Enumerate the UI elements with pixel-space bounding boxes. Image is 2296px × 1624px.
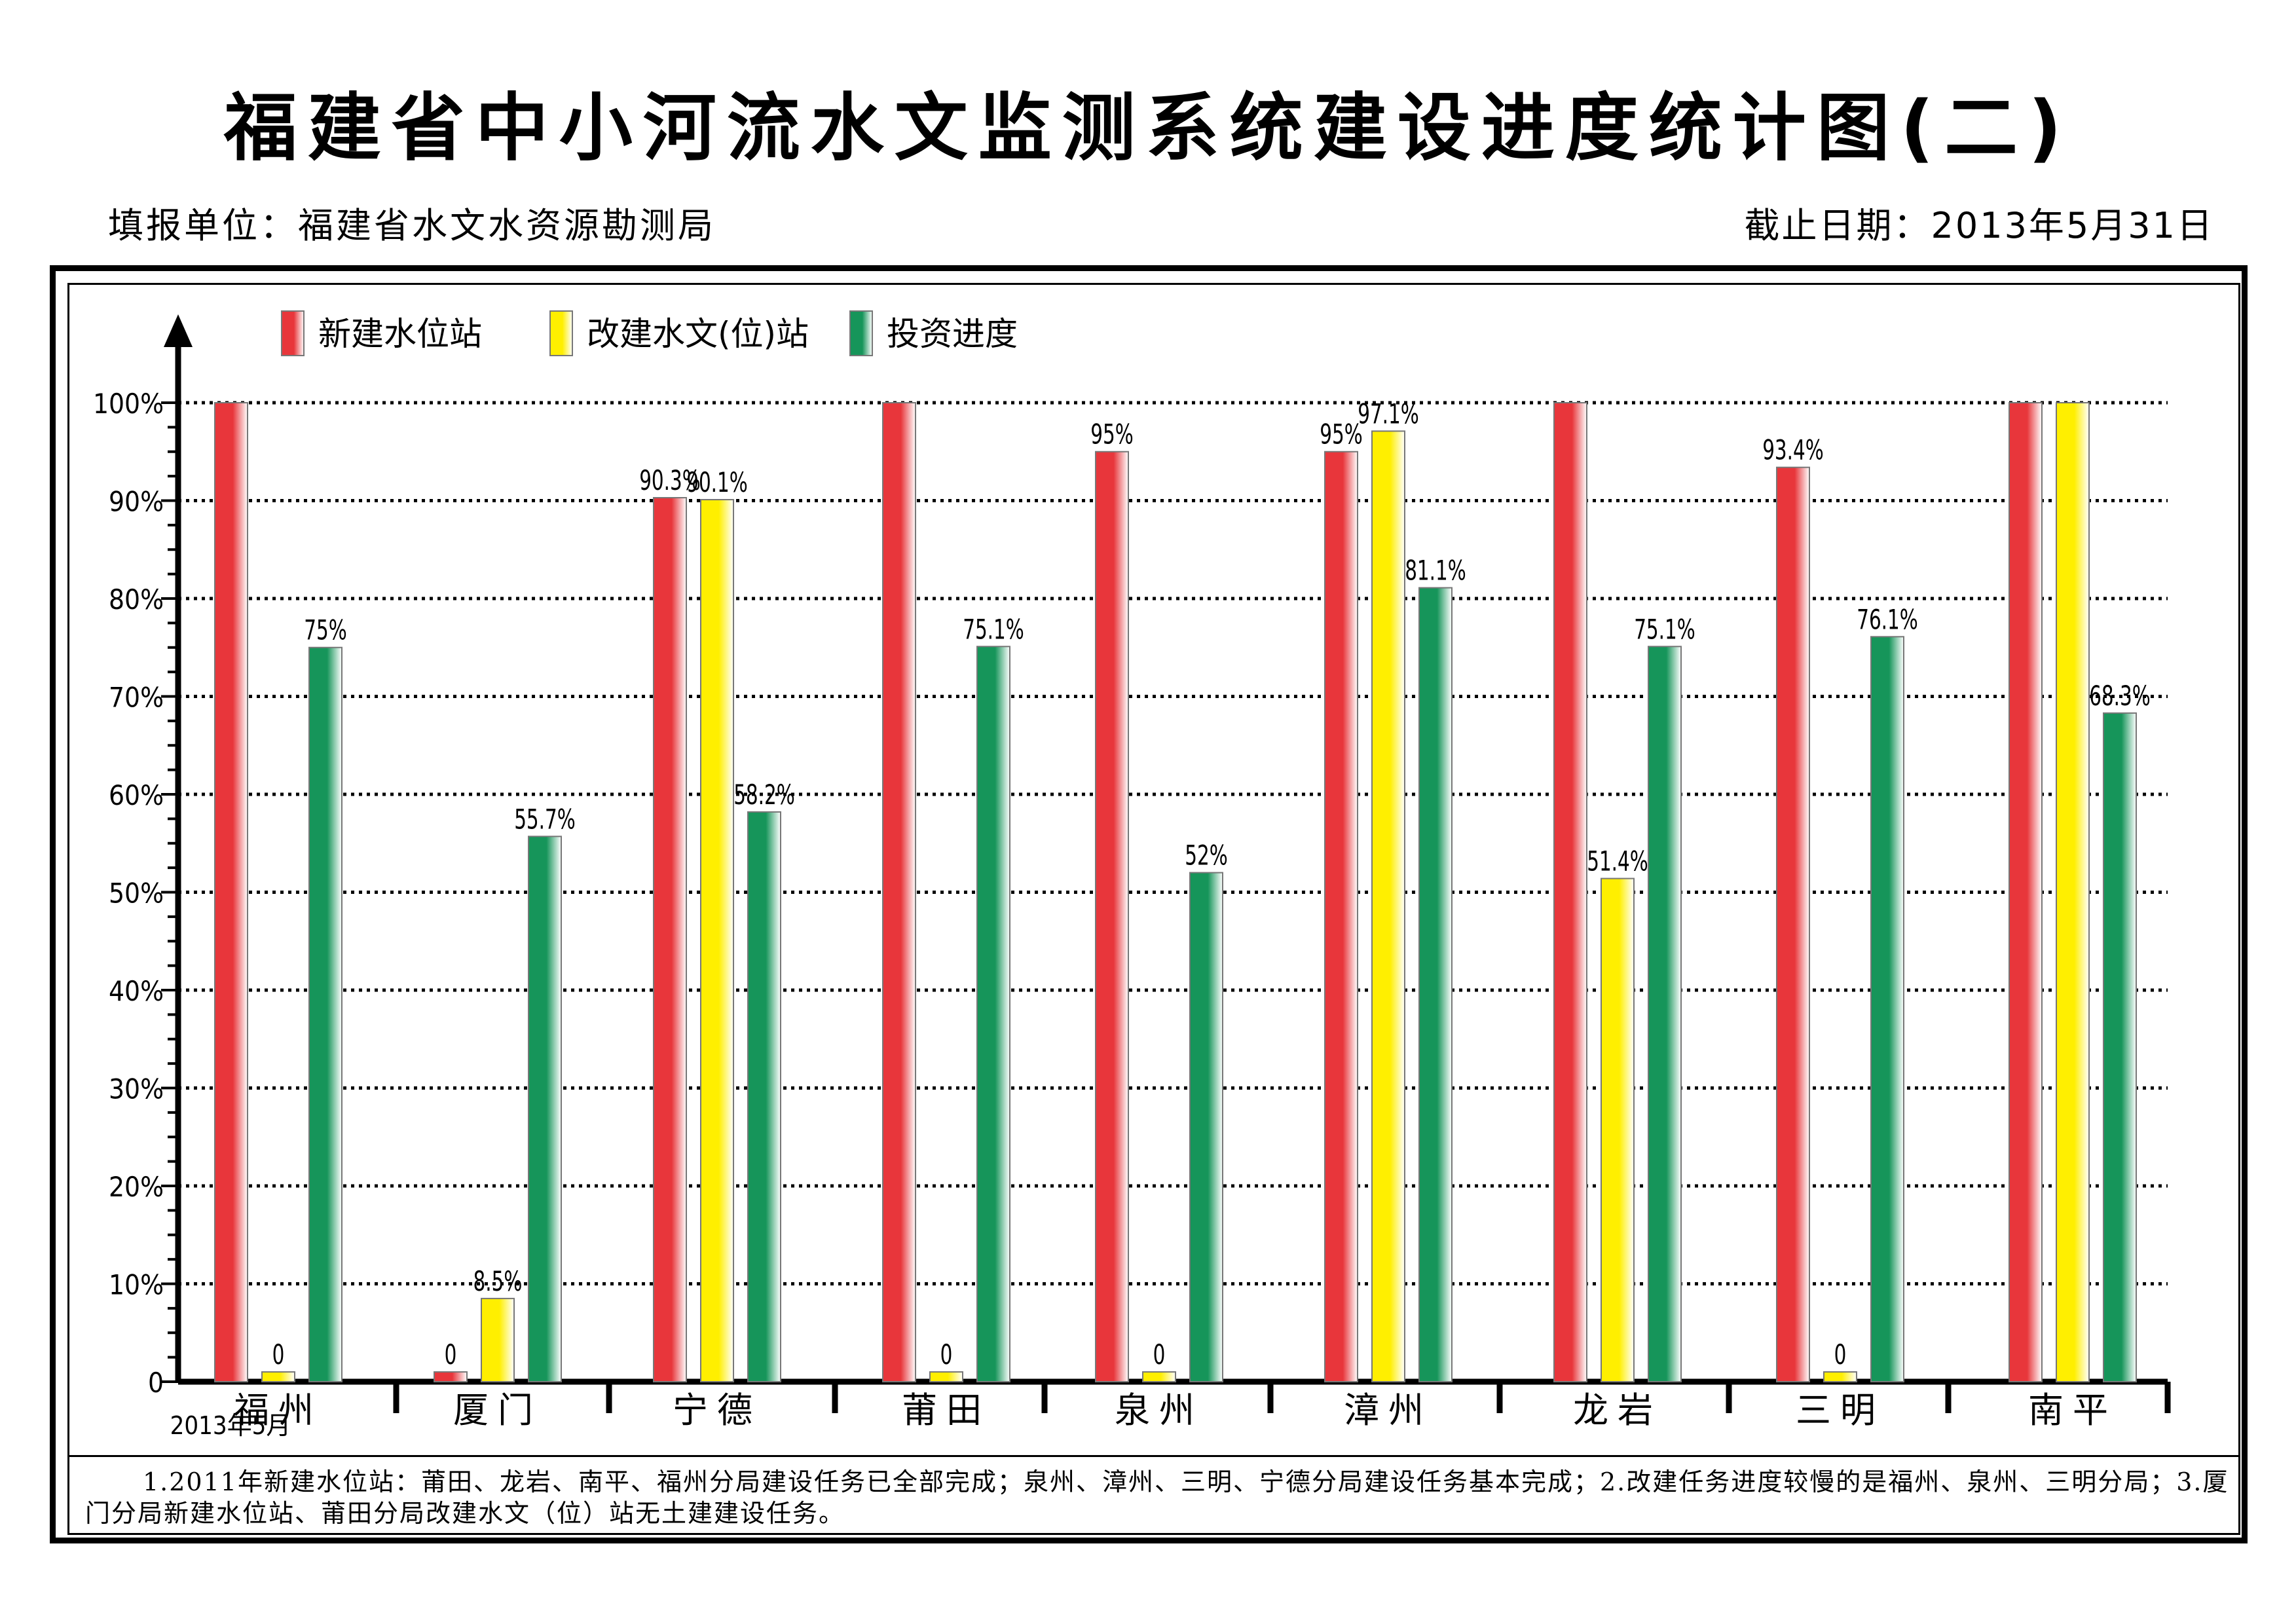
y-tick-label: 20% <box>109 1171 164 1203</box>
data-label: 90.3% <box>639 464 701 496</box>
bar <box>929 1371 963 1383</box>
bar <box>2103 712 2137 1383</box>
y-tick-label: 0 <box>148 1367 164 1399</box>
bar <box>214 402 248 1382</box>
data-label: 75.1% <box>963 613 1024 645</box>
data-label: 90.1% <box>686 466 748 498</box>
x-category-label: 厦门 <box>453 1390 542 1431</box>
data-label: 93.4% <box>1762 434 1824 466</box>
bar <box>1324 451 1358 1382</box>
reporting-unit: 填报单位：福建省水文水资源勘测局 <box>108 205 716 246</box>
bar <box>1601 877 1635 1382</box>
y-tick-label: 90% <box>109 486 164 518</box>
y-tick-label: 70% <box>109 682 164 714</box>
data-label: 0 <box>940 1338 953 1371</box>
bar <box>1553 402 1587 1382</box>
bar <box>308 646 343 1382</box>
data-label: 75% <box>304 614 346 646</box>
data-label: 8.5% <box>473 1265 523 1297</box>
bar <box>481 1297 515 1383</box>
data-label: 51.4% <box>1587 845 1648 877</box>
data-label: 0 <box>1153 1338 1166 1371</box>
y-tick-label: 50% <box>109 877 164 910</box>
bars <box>214 402 2137 1383</box>
bar <box>1823 1371 1857 1383</box>
y-tick-label: 60% <box>109 779 164 811</box>
data-label: 95% <box>1320 418 1362 451</box>
bar <box>1776 466 1810 1382</box>
data-label: 58.2% <box>733 779 795 811</box>
y-tick-label: 30% <box>109 1073 164 1105</box>
y-axis-arrow <box>164 314 193 347</box>
data-label: 95% <box>1090 418 1133 451</box>
outer-frame <box>50 265 2248 1543</box>
bar <box>528 836 562 1383</box>
bar <box>2056 402 2090 1382</box>
bar <box>1371 430 1405 1382</box>
y-tick-label: 10% <box>109 1269 164 1301</box>
data-label: 97.1% <box>1358 397 1419 430</box>
note-text: 1.2011年新建水位站：莆田、龙岩、南平、福州分局建设任务已全部完成；泉州、漳… <box>85 1467 2229 1528</box>
data-label: 55.7% <box>514 803 576 835</box>
bar <box>1648 646 1682 1382</box>
y-tick-label: 40% <box>109 975 164 1007</box>
bar <box>700 499 734 1382</box>
legend-swatch <box>549 310 573 356</box>
legend-label: 投资进度 <box>887 315 1018 353</box>
bar <box>882 402 916 1382</box>
bar <box>1095 451 1129 1382</box>
inner-frame <box>67 283 2240 1535</box>
x-category-label: 三明 <box>1796 1390 1885 1431</box>
data-label: 76.1% <box>1857 603 1918 635</box>
x-category-label: 漳州 <box>1344 1390 1433 1431</box>
legend: 新建水位站 改建水文(位)站 投资进度 <box>281 310 1018 356</box>
bar <box>1189 872 1223 1382</box>
data-label: 0 <box>272 1338 285 1371</box>
x-axis-corner-label: 2013年5月 <box>170 1411 291 1440</box>
x-category-label: 宁德 <box>673 1390 762 1431</box>
legend-swatch <box>849 310 873 356</box>
axes: 0 10% 20% 30% 40% 50% 60% 70% 80% 90% 100% 2013年5月福… <box>93 314 2171 1440</box>
data-label: 52% <box>1185 840 1227 872</box>
legend-label: 改建水文(位)站 <box>587 315 809 353</box>
bar <box>261 1371 295 1383</box>
bar <box>976 646 1010 1382</box>
data-labels: 0 75% 0 8.5% 55.7% 90.3%90.1% 58.2% 0 75.1% 95% 0 5… <box>272 397 2151 1371</box>
x-category-label: 泉州 <box>1115 1390 1204 1431</box>
data-label: 0 <box>445 1338 457 1371</box>
bar <box>653 497 687 1382</box>
bar <box>1870 636 1904 1382</box>
x-category-label: 龙岩 <box>1573 1390 1662 1431</box>
data-label: 81.1% <box>1405 555 1466 587</box>
bar <box>747 811 781 1383</box>
deadline-date: 截止日期：2013年5月31日 <box>1744 205 2214 246</box>
data-label: 68.3% <box>2089 680 2151 712</box>
bar <box>1142 1371 1176 1383</box>
note-box: 1.2011年新建水位站：莆田、龙岩、南平、福州分局建设任务已全部完成；泉州、漳… <box>69 1455 2238 1533</box>
x-category-label: 莆田 <box>902 1390 991 1431</box>
bar <box>1418 587 1453 1382</box>
data-label: 0 <box>1834 1338 1847 1371</box>
chart-title: 福建省中小河流水文监测系统建设进度统计图(二) <box>223 86 2073 171</box>
y-tick-label: 80% <box>109 583 164 616</box>
x-category-label: 福州 <box>234 1390 323 1431</box>
legend-swatch <box>281 310 305 356</box>
legend-label: 新建水位站 <box>318 315 482 353</box>
x-category-label: 南平 <box>2028 1390 2117 1431</box>
y-tick-label: 100% <box>93 388 164 420</box>
grid-lines <box>178 401 2168 1285</box>
data-label: 75.1% <box>1634 613 1695 645</box>
bar <box>434 1371 468 1383</box>
bar <box>2009 402 2043 1382</box>
